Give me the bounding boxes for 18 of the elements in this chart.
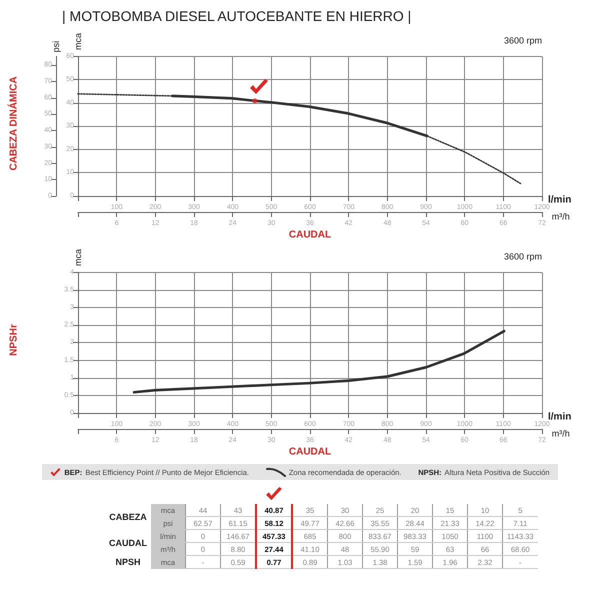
text: 3600 rpm	[504, 36, 542, 46]
x2-axis-title: m³/h	[552, 428, 570, 438]
x-axis-title: CAUDAL	[288, 446, 332, 458]
text: 3600 rpm	[504, 252, 542, 262]
text: l/min	[548, 412, 572, 422]
text: NPSHr	[8, 324, 20, 356]
text: CABEZA	[108, 510, 148, 524]
text: NPSH	[114, 556, 142, 568]
line-series	[132, 330, 506, 394]
y2-axis-title: psi	[51, 40, 61, 52]
chart-title: | MOTOBOMBA DIESEL AUTOCEBANTE EN HIERRO |	[62, 8, 412, 24]
x2-axis-title: m³/h	[552, 212, 570, 222]
x-axis-title: CAUDAL	[288, 230, 332, 240]
text: l/min	[548, 194, 572, 206]
y-axis-title: mca	[73, 32, 83, 50]
text: CAUDAL	[108, 536, 148, 550]
y-axis-title: mca	[73, 248, 83, 266]
text: CABEZA DINÁMICA	[8, 76, 20, 171]
